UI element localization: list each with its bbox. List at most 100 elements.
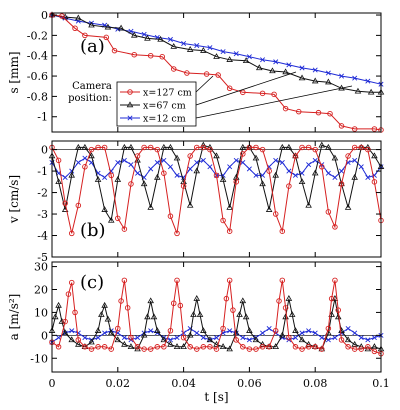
data-point-x12 <box>95 335 101 341</box>
data-point-x12 <box>227 328 233 334</box>
data-point-x67 <box>318 141 326 148</box>
data-point-x127 <box>220 217 226 224</box>
data-point-x67 <box>186 201 194 208</box>
data-point-x67 <box>298 74 306 81</box>
data-point-x127 <box>95 144 101 151</box>
data-point-x127 <box>124 305 131 311</box>
y-tick-label: -0.2 <box>27 29 48 42</box>
data-point-x67 <box>285 143 293 150</box>
data-point-x12 <box>161 157 167 163</box>
data-point-x127 <box>213 172 220 179</box>
data-point-x12 <box>167 36 173 42</box>
data-point-x127 <box>68 279 75 286</box>
data-point-x67 <box>288 311 296 317</box>
data-point-x67 <box>88 338 95 345</box>
data-point-x12 <box>56 335 62 341</box>
data-point-x127 <box>161 170 167 176</box>
data-point-x127 <box>365 146 371 153</box>
data-point-x12 <box>154 159 160 165</box>
data-point-x67 <box>140 180 148 187</box>
x-tick-label: 0.04 <box>171 377 196 390</box>
data-point-x127 <box>154 344 161 350</box>
data-point-x127 <box>194 144 200 151</box>
data-point-x12 <box>128 162 134 168</box>
data-point-x67 <box>127 343 135 349</box>
data-point-x127 <box>159 53 165 60</box>
data-point-x127 <box>305 144 312 151</box>
data-point-x12 <box>286 168 292 174</box>
data-point-x12 <box>325 70 331 76</box>
data-point-x12 <box>332 175 338 181</box>
data-point-x127 <box>174 230 180 237</box>
data-point-x127 <box>312 344 318 350</box>
data-point-x67 <box>325 143 332 150</box>
data-point-x67 <box>371 343 378 349</box>
data-point-x127 <box>59 13 65 19</box>
y-tick-label: 0 <box>41 329 48 342</box>
data-point-x12 <box>332 335 338 341</box>
data-point-x12 <box>246 337 252 343</box>
data-point-x127 <box>187 153 193 159</box>
data-point-x127 <box>134 153 141 159</box>
x-tick-label: 0.02 <box>106 377 131 390</box>
data-point-x127 <box>226 277 233 284</box>
data-point-x67 <box>305 201 312 208</box>
data-point-x127 <box>154 146 161 153</box>
data-point-x127 <box>319 346 325 352</box>
data-point-x12 <box>266 325 272 331</box>
data-point-x67 <box>279 143 286 150</box>
data-point-x127 <box>327 110 333 117</box>
data-point-x67 <box>153 327 161 333</box>
data-point-x12 <box>69 328 75 334</box>
data-point-x12 <box>292 335 298 341</box>
data-point-x67 <box>259 180 266 187</box>
data-point-x127 <box>121 277 128 284</box>
data-point-x12 <box>200 157 206 163</box>
data-point-x12 <box>365 337 371 343</box>
data-point-x12 <box>233 157 239 163</box>
y-tick-label: 20 <box>34 284 48 297</box>
data-point-x67 <box>200 47 207 53</box>
data-point-x127 <box>286 183 292 189</box>
data-point-x127 <box>147 52 154 59</box>
y-tick-label: 30 <box>34 261 48 274</box>
data-point-x127 <box>141 144 147 151</box>
legend-marker <box>127 89 133 95</box>
data-point-x67 <box>75 143 82 150</box>
data-point-x127 <box>180 183 187 189</box>
data-point-x12 <box>154 330 160 336</box>
data-point-x127 <box>325 325 332 332</box>
data-point-x12 <box>181 40 187 47</box>
data-point-x12 <box>339 73 345 79</box>
data-point-x127 <box>118 298 124 304</box>
data-point-x67 <box>311 343 319 349</box>
data-point-x127 <box>230 307 236 313</box>
data-point-x12 <box>227 164 233 170</box>
data-point-x127 <box>338 181 345 187</box>
legend-pointer <box>195 85 353 119</box>
data-point-x12 <box>299 65 305 71</box>
data-point-x127 <box>272 328 279 334</box>
data-point-x127 <box>213 346 220 352</box>
data-point-x127 <box>365 344 371 350</box>
data-point-x12 <box>82 155 88 161</box>
data-point-x67 <box>213 152 220 159</box>
data-point-x127 <box>207 146 213 153</box>
panel-label: (c) <box>80 272 104 293</box>
data-point-x67 <box>226 56 233 62</box>
data-point-x127 <box>259 90 266 97</box>
data-point-x127 <box>282 305 289 311</box>
panel-c: -10 0 10 20 30 a [m/s²] (c) <box>7 261 385 373</box>
data-point-x127 <box>351 144 358 151</box>
legend-title: Camera <box>72 81 112 92</box>
data-point-x12 <box>352 157 358 163</box>
data-point-x127 <box>319 164 325 170</box>
data-point-x67 <box>311 77 319 84</box>
data-point-x127 <box>207 344 213 350</box>
data-point-x127 <box>141 346 147 352</box>
data-point-x12 <box>174 335 180 341</box>
data-point-x127 <box>345 344 351 350</box>
data-point-x67 <box>55 301 62 308</box>
data-point-x127 <box>101 144 108 151</box>
